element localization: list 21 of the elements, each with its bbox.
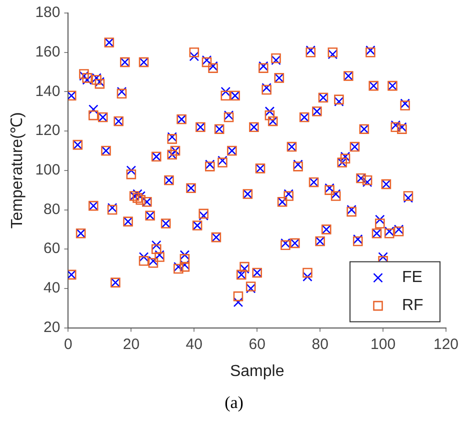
y-tick-label: 140 bbox=[35, 82, 60, 100]
text: (a) bbox=[224, 393, 244, 413]
legend-label: RF bbox=[402, 297, 424, 314]
legend-label: FE bbox=[402, 269, 422, 286]
x-tick-label: 100 bbox=[370, 336, 396, 353]
y-tick-label: 180 bbox=[35, 4, 60, 22]
y-tick-label: 120 bbox=[35, 122, 60, 140]
x-tick-label: 120 bbox=[433, 336, 459, 353]
x-tick-label: 60 bbox=[248, 336, 266, 353]
y-tick-label: 40 bbox=[44, 280, 60, 297]
x-tick-label: 0 bbox=[64, 336, 72, 353]
y-tick-label: 60 bbox=[44, 240, 60, 258]
y-axis-title: Temperature(℃) bbox=[9, 112, 26, 229]
x-axis-title: Sample bbox=[230, 362, 284, 380]
x-tick-label: 80 bbox=[312, 336, 328, 353]
x-tick-label: 40 bbox=[186, 336, 202, 353]
y-tick-label: 20 bbox=[44, 318, 60, 336]
y-tick-label: 160 bbox=[35, 43, 60, 60]
x-tick-label: 20 bbox=[122, 336, 140, 353]
y-tick-label: 80 bbox=[44, 200, 60, 218]
y-tick-label: 100 bbox=[35, 162, 60, 179]
